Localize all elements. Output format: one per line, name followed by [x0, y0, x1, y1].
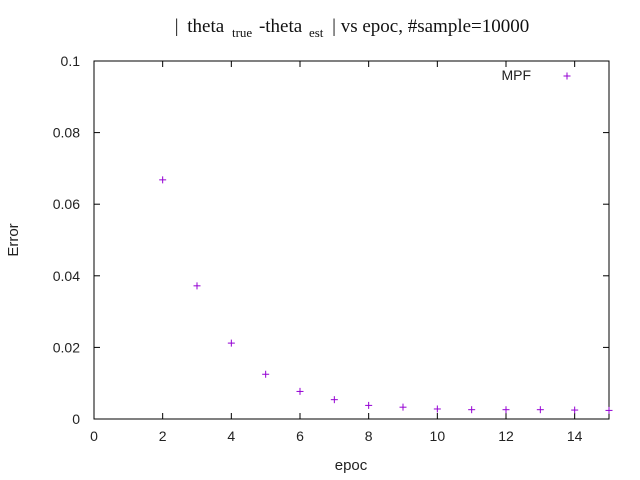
y-tick-label: 0.02 — [53, 339, 80, 355]
x-tick-label: 10 — [430, 428, 446, 444]
data-point — [502, 406, 510, 414]
data-point — [193, 282, 201, 290]
title-part-2: -theta — [259, 16, 303, 37]
data-point — [365, 401, 373, 409]
legend-label-mpf: MPF — [501, 67, 531, 83]
chart-title: | theta true -theta est | vs epoc, #samp… — [175, 16, 530, 42]
title-sub-1: true — [232, 25, 252, 40]
x-tick-label: 0 — [90, 428, 98, 444]
y-tick-label: 0.08 — [53, 125, 80, 141]
data-point — [571, 406, 579, 414]
title-sub-2: est — [309, 25, 324, 40]
x-tick-label: 8 — [365, 428, 373, 444]
legend-marker-mpf — [563, 72, 571, 80]
x-tick-label: 4 — [227, 428, 235, 444]
data-point — [433, 405, 441, 413]
x-tick-label: 6 — [296, 428, 304, 444]
legend-marker-symbol — [563, 72, 571, 80]
x-axis-label: epoc — [335, 457, 368, 474]
title-bar-left: | — [175, 16, 179, 37]
title-part-3: | vs epoc, #sample=10000 — [332, 16, 529, 37]
y-tick-label: 0.04 — [53, 268, 80, 284]
data-point — [330, 396, 338, 404]
data-point — [399, 403, 407, 411]
x-tick-label: 2 — [159, 428, 167, 444]
y-axis-label: Error — [5, 223, 22, 256]
y-tick-label: 0.1 — [61, 53, 81, 69]
data-points — [159, 176, 613, 414]
y-tick-label: 0 — [72, 411, 80, 427]
title-part-1: theta — [187, 16, 224, 37]
x-tick-label: 12 — [498, 428, 514, 444]
data-point — [605, 406, 613, 414]
y-tick-label: 0.06 — [53, 196, 80, 212]
data-point — [536, 406, 544, 414]
plot-frame — [93, 60, 610, 420]
y-axis: 0 0.02 0.04 0.06 0.08 0.1 — [53, 53, 609, 427]
data-point — [262, 370, 270, 378]
data-point — [159, 176, 167, 184]
data-point — [468, 406, 476, 414]
x-tick-label: 14 — [567, 428, 583, 444]
data-point — [227, 339, 235, 347]
x-axis: 0 2 4 6 8 10 12 14 — [90, 61, 583, 444]
data-point — [296, 387, 304, 395]
legend: MPF — [501, 67, 571, 83]
